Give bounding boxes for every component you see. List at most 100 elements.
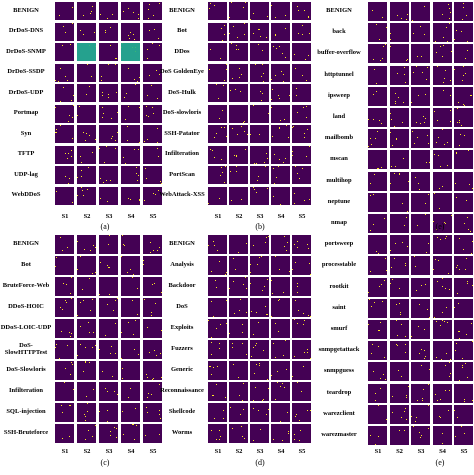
pixel	[276, 48, 277, 49]
pixel	[85, 420, 86, 421]
pixel	[441, 320, 443, 321]
pixel	[77, 355, 78, 356]
pixel	[138, 14, 139, 15]
pixel	[159, 45, 160, 46]
sample-image	[55, 361, 74, 380]
pixel	[148, 393, 149, 394]
row-label: rootkit	[329, 282, 349, 290]
pixel	[86, 396, 87, 397]
pixel	[278, 95, 279, 96]
pixel	[378, 404, 379, 406]
pixel	[219, 343, 220, 344]
sample-image	[292, 104, 311, 123]
pixel	[102, 106, 103, 108]
pixel	[229, 333, 230, 334]
row-label: DDoS-HOIC	[8, 303, 44, 311]
sample-image	[229, 63, 248, 82]
pixel	[130, 198, 131, 200]
pixel	[465, 72, 466, 74]
pixel	[222, 39, 223, 41]
pixel	[152, 106, 153, 108]
column-label: S4	[127, 213, 135, 220]
pixel	[273, 343, 274, 344]
pixel	[287, 412, 288, 413]
pixel	[219, 430, 220, 431]
pixel	[378, 330, 379, 331]
pixel	[216, 439, 217, 440]
pixel	[246, 312, 247, 313]
pixel	[468, 229, 469, 230]
sample-image	[368, 65, 387, 85]
pixel	[213, 367, 214, 368]
pixel	[441, 443, 443, 444]
pixel	[115, 58, 116, 59]
pixel	[304, 199, 305, 201]
pixel	[122, 368, 123, 369]
pixel	[161, 292, 162, 293]
pixel	[266, 237, 267, 238]
row-label: DrDoS-DNS	[8, 27, 44, 35]
pixel	[297, 292, 298, 293]
pixel	[425, 214, 426, 215]
pixel	[158, 155, 159, 157]
sample-image	[411, 150, 430, 170]
sample-image	[250, 382, 269, 401]
sample-image	[368, 235, 387, 255]
pixel	[398, 302, 400, 304]
sample-image	[454, 171, 473, 191]
pixel	[220, 58, 221, 59]
pixel	[99, 294, 100, 295]
pixel	[268, 388, 269, 389]
pixel	[400, 416, 402, 418]
pixel	[450, 215, 452, 216]
pixel	[309, 198, 310, 200]
sample-image	[292, 361, 311, 380]
pixel	[259, 28, 260, 30]
pixel	[233, 25, 234, 27]
pixel	[87, 403, 88, 404]
pixel	[398, 287, 400, 289]
pixel	[115, 300, 116, 301]
sample-image	[368, 277, 387, 297]
pixel	[137, 314, 138, 315]
pixel	[130, 31, 131, 33]
pixel	[379, 330, 380, 331]
pixel	[143, 260, 144, 261]
pixel	[279, 98, 280, 99]
pixel	[95, 345, 96, 346]
pixel	[308, 315, 309, 316]
sample-image	[292, 256, 311, 275]
pixel	[267, 16, 268, 17]
sample-image	[121, 235, 140, 254]
pixel	[450, 51, 452, 53]
sample-image	[271, 84, 290, 102]
pixel	[133, 334, 134, 335]
pixel	[459, 238, 460, 240]
row-label: DoS-slowloris	[162, 109, 202, 117]
pixel	[465, 269, 466, 271]
pixel	[253, 408, 254, 409]
sample-image	[432, 2, 452, 21]
sample-image	[292, 186, 311, 205]
pixel	[226, 136, 227, 137]
sample-image	[389, 2, 409, 21]
pixel	[394, 166, 396, 168]
pixel	[401, 122, 403, 123]
pixel	[395, 139, 397, 141]
sample-image	[121, 166, 140, 184]
pixel	[466, 199, 467, 201]
pixel	[233, 281, 234, 282]
pixel	[146, 105, 147, 107]
pixel	[224, 127, 225, 128]
sample-image	[250, 361, 269, 380]
pixel	[100, 197, 101, 199]
pixel	[107, 304, 108, 305]
pixel	[465, 363, 466, 365]
pixel	[148, 115, 149, 117]
pixel	[435, 229, 437, 230]
pixel	[73, 389, 74, 390]
pixel	[213, 395, 214, 396]
sample-image	[250, 43, 269, 61]
pixel	[463, 65, 464, 67]
pixel	[255, 387, 256, 388]
